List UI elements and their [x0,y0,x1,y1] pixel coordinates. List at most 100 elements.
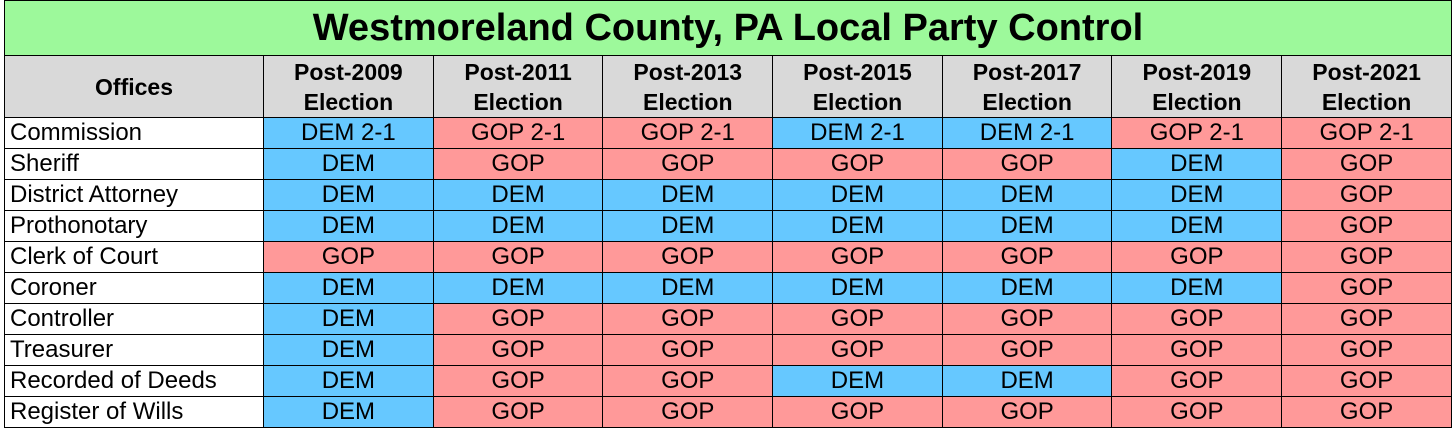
gop-cell: GOP [1281,365,1452,397]
gop-cell: GOP [941,396,1113,428]
dem-cell: DEM [263,272,434,304]
gop-cell: GOP [432,303,604,335]
column-header: Post-2013 Election [602,55,774,118]
column-header-year: Post-2013 [633,58,743,85]
gop-cell: GOP [1281,396,1452,428]
gop-cell: GOP [941,148,1113,180]
gop-cell: GOP [941,303,1113,335]
table-row: Coroner DEM DEM DEM DEM DEM DEM GOP [3,272,1452,304]
table-row: Sheriff DEM GOP GOP GOP GOP DEM GOP [3,148,1452,180]
column-header-label: Election [1152,88,1242,115]
office-name: Treasurer [3,334,265,366]
gop-cell: GOP [772,396,943,428]
gop-cell: GOP [602,396,774,428]
dem-cell: DEM [602,272,774,304]
gop-cell: GOP 2-1 [1111,117,1283,149]
office-name: Controller [3,303,265,335]
gop-cell: GOP [432,334,604,366]
dem-cell: DEM [263,148,434,180]
column-header: Post-2011 Election [432,55,604,118]
header-row: Offices Post-2009 Election Post-2011 Electi… [3,55,1452,118]
column-header-year: Post-2017 [972,58,1082,85]
gop-cell: GOP [1111,334,1283,366]
table-row: Clerk of Court GOP GOP GOP GOP GOP GOP GOP [3,241,1452,273]
office-name: Clerk of Court [3,241,265,273]
office-name: Register of Wills [3,396,265,428]
gop-cell: GOP [432,241,604,273]
dem-cell: DEM [772,365,943,397]
gop-cell: GOP [772,334,943,366]
dem-cell: DEM 2-1 [941,117,1113,149]
dem-cell: DEM [1111,179,1283,211]
dem-cell: DEM [263,396,434,428]
dem-cell: DEM [432,210,604,242]
column-header-label: Election [303,88,394,115]
column-header-year: Post-2019 [1142,58,1252,85]
column-header-label: Election [643,88,733,115]
offices-header: Offices [3,55,265,118]
gop-cell: GOP [1281,303,1452,335]
table-row: Recorded of Deeds DEM GOP GOP DEM DEM GOP GOP [3,365,1452,397]
gop-cell: GOP [1281,272,1452,304]
gop-cell: GOP [1281,179,1452,211]
table-row: Register of Wills DEM GOP GOP GOP GOP GOP GOP [3,396,1452,428]
table-row: Commission DEM 2-1 GOP 2-1 GOP 2-1 DEM 2-1 DE… [3,117,1452,149]
column-header: Post-2015 Election [772,55,943,118]
table-title: Westmoreland County, PA Local Party Cont… [4,0,1452,56]
gop-cell: GOP 2-1 [1281,117,1452,149]
table-row: Prothonotary DEM DEM DEM DEM DEM DEM GOP [3,210,1452,242]
column-header: Post-2017 Election [941,55,1113,118]
dem-cell: DEM [263,303,434,335]
column-header-label: Election [812,88,903,115]
table-body: Commission DEM 2-1 GOP 2-1 GOP 2-1 DEM 2-1 DE… [3,117,1452,428]
dem-cell: DEM [1111,148,1283,180]
dem-cell: DEM [432,179,604,211]
office-name: Prothonotary [3,210,265,242]
dem-cell: DEM [263,210,434,242]
gop-cell: GOP 2-1 [432,117,604,149]
dem-cell: DEM [263,179,434,211]
dem-cell: DEM 2-1 [772,117,943,149]
dem-cell: DEM 2-1 [263,117,434,149]
column-header-year: Post-2015 [803,58,912,85]
gop-cell: GOP [772,241,943,273]
title-row: Westmoreland County, PA Local Party Cont… [4,0,1452,56]
column-header-year: Post-2021 [1312,58,1421,85]
party-control-table: Westmoreland County, PA Local Party Cont… [3,0,1452,428]
gop-cell: GOP [432,396,604,428]
table-row: Controller DEM GOP GOP GOP GOP GOP GOP [3,303,1452,335]
gop-cell: GOP [1111,396,1283,428]
dem-cell: DEM [1111,210,1283,242]
gop-cell: GOP [602,241,774,273]
gop-cell: GOP [1111,241,1283,273]
gop-cell: GOP [432,365,604,397]
column-header-label: Election [473,88,563,115]
gop-cell: GOP [941,241,1113,273]
dem-cell: DEM [602,210,774,242]
gop-cell: GOP [602,365,774,397]
gop-cell: GOP [772,148,943,180]
column-header: Post-2019 Election [1111,55,1283,118]
dem-cell: DEM [263,365,434,397]
gop-cell: GOP [772,303,943,335]
column-header-year: Post-2009 [294,58,403,85]
table-row: Treasurer DEM GOP GOP GOP GOP GOP GOP [3,334,1452,366]
dem-cell: DEM [941,365,1113,397]
dem-cell: DEM [602,179,774,211]
gop-cell: GOP [1111,303,1283,335]
gop-cell: GOP [1281,210,1452,242]
column-header-label: Election [1321,88,1412,115]
column-header-year: Post-2011 [464,58,572,85]
dem-cell: DEM [772,210,943,242]
gop-cell: GOP [941,334,1113,366]
dem-cell: DEM [772,272,943,304]
gop-cell: GOP [602,303,774,335]
column-header: Post-2009 Election [263,55,434,118]
gop-cell: GOP [1281,334,1452,366]
gop-cell: GOP 2-1 [602,117,774,149]
gop-cell: GOP [1281,148,1452,180]
office-name: Coroner [3,272,265,304]
column-header-label: Election [982,88,1072,115]
column-header: Post-2021 Election [1281,55,1452,118]
